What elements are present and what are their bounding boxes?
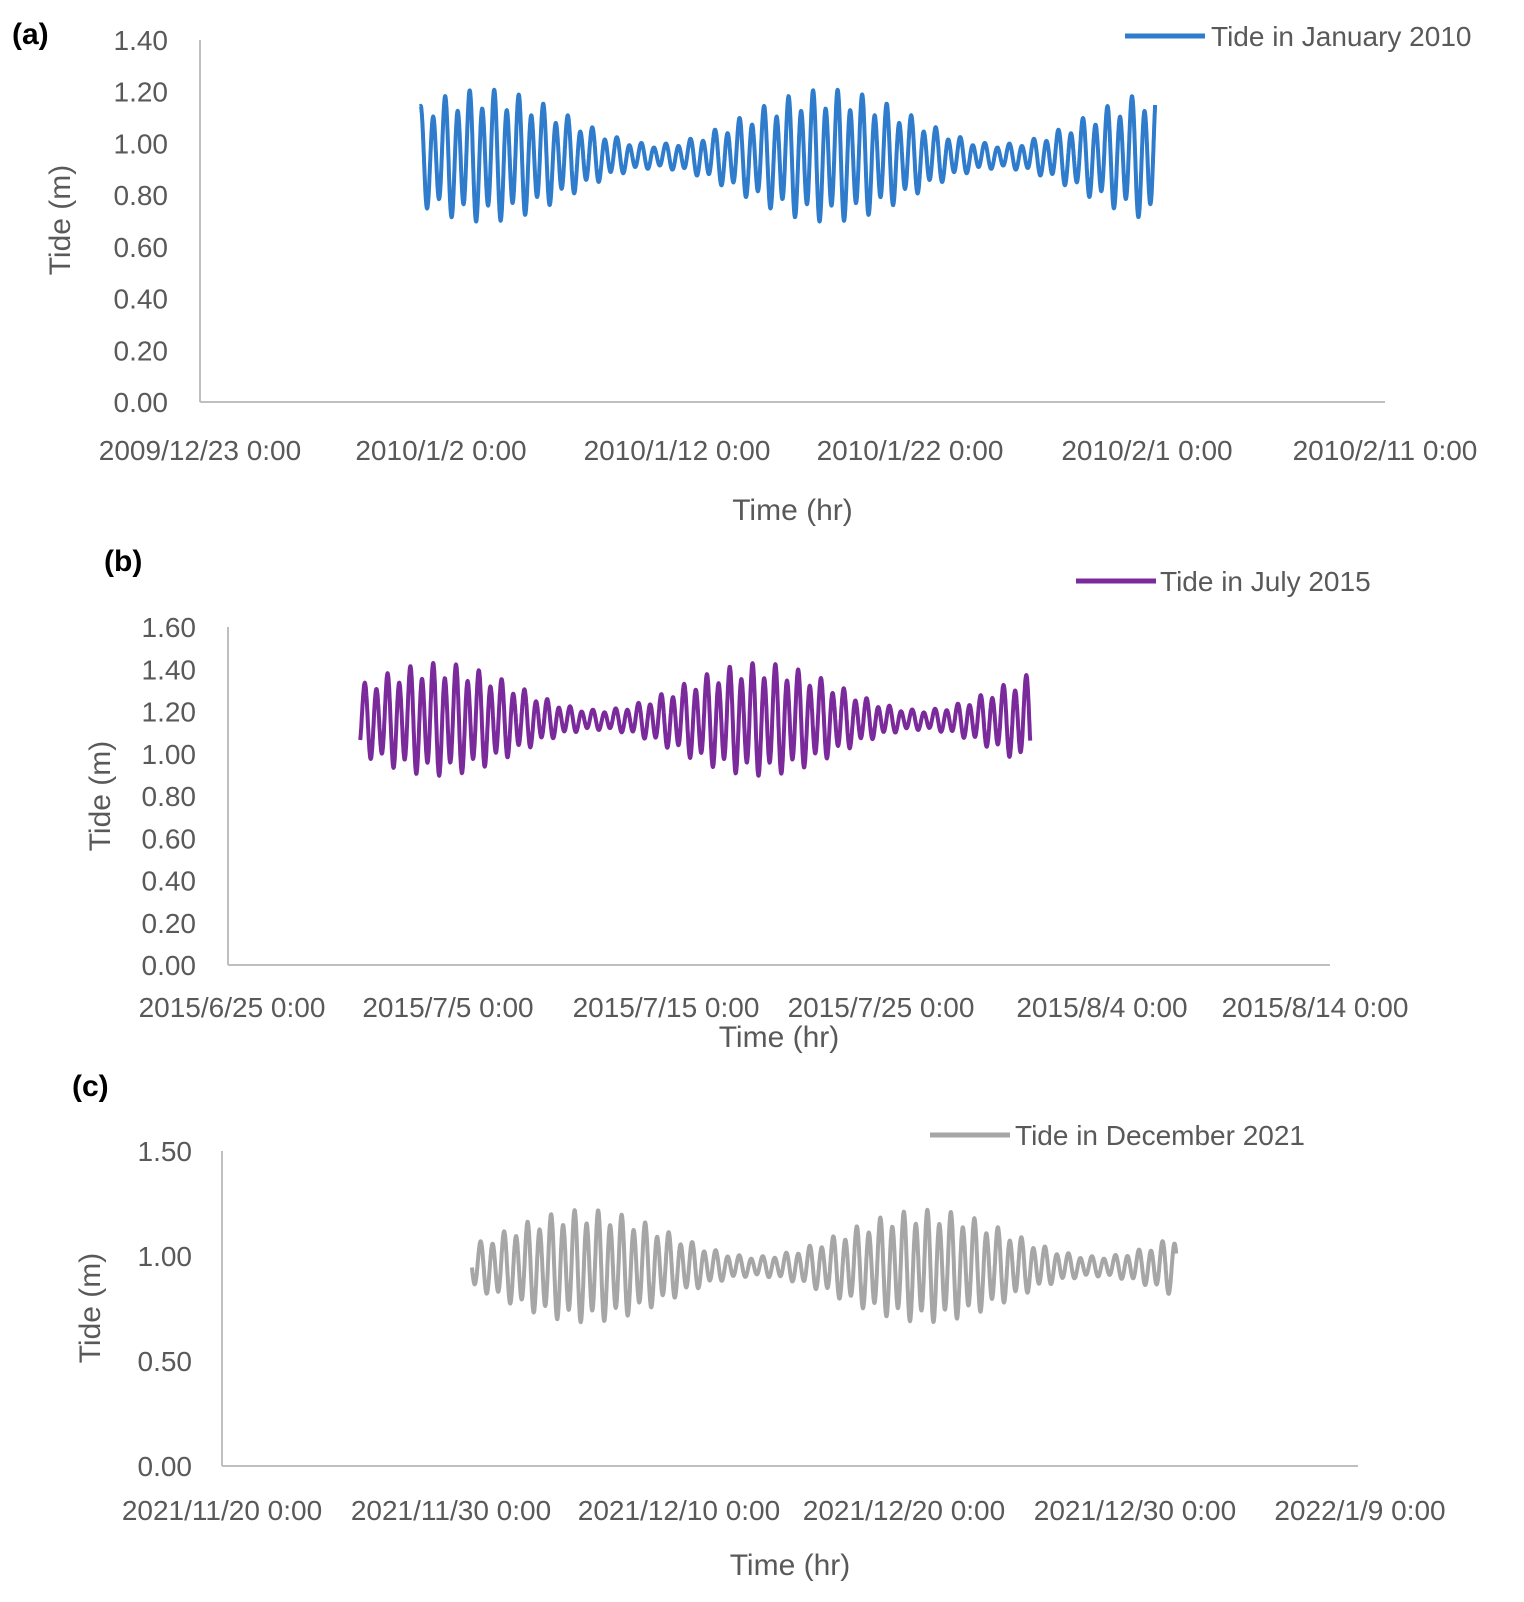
x-axis-title: Time (hr) [730, 1549, 851, 1582]
x-axis-title: Time (hr) [719, 1021, 840, 1054]
y-tick-label: 1.40 [114, 25, 169, 56]
y-tick-label: 0.60 [114, 232, 169, 263]
legend-label: Tide in July 2015 [1160, 566, 1371, 597]
tide-series-line [469, 1207, 1179, 1325]
y-tick-label: 0.80 [142, 781, 197, 812]
x-axis-title: Time (hr) [732, 494, 853, 527]
x-tick-label: 2009/12/23 0:00 [99, 435, 301, 466]
x-tick-label: 2010/1/12 0:00 [584, 435, 771, 466]
y-tick-label: 1.20 [142, 697, 197, 728]
y-tick-label: 0.60 [142, 823, 197, 854]
y-tick-label: 0.20 [114, 335, 169, 366]
x-tick-label: 2015/7/15 0:00 [573, 992, 760, 1023]
y-axis-title: Tide (m) [74, 1253, 107, 1364]
y-tick-label: 1.40 [142, 654, 197, 685]
y-tick-label: 0.20 [142, 908, 197, 939]
y-tick-label: 0.40 [142, 866, 197, 897]
y-tick-label: 1.60 [142, 612, 197, 643]
x-tick-label: 2021/12/30 0:00 [1034, 1495, 1236, 1526]
y-tick-label: 0.50 [138, 1346, 193, 1377]
x-tick-label: 2015/8/14 0:00 [1222, 992, 1409, 1023]
legend-label: Tide in January 2010 [1211, 21, 1471, 52]
panel-b-label: (b) [104, 545, 143, 578]
panel-a-label: (a) [12, 18, 49, 51]
x-tick-label: 2021/12/10 0:00 [578, 1495, 780, 1526]
y-tick-label: 0.80 [114, 180, 169, 211]
x-tick-label: 2015/8/4 0:00 [1016, 992, 1187, 1023]
x-tick-label: 2021/11/20 0:00 [122, 1495, 322, 1526]
panel-c-label: (c) [72, 1070, 109, 1103]
x-tick-label: 2010/2/1 0:00 [1061, 435, 1232, 466]
x-tick-label: 2010/2/11 0:00 [1293, 435, 1478, 466]
legend-label: Tide in December 2021 [1015, 1120, 1305, 1151]
y-tick-label: 0.00 [114, 387, 169, 418]
x-tick-label: 2010/1/2 0:00 [355, 435, 526, 466]
y-tick-label: 1.50 [138, 1136, 193, 1167]
y-tick-label: 1.00 [114, 128, 169, 159]
tide-series-line [418, 87, 1158, 224]
x-tick-label: 2022/1/9 0:00 [1274, 1495, 1445, 1526]
x-tick-label: 2010/1/22 0:00 [817, 435, 1004, 466]
x-tick-label: 2021/12/20 0:00 [803, 1495, 1005, 1526]
y-tick-label: 1.00 [142, 739, 197, 770]
y-tick-label: 0.00 [142, 950, 197, 981]
y-tick-label: 1.00 [138, 1241, 193, 1272]
x-tick-label: 2015/6/25 0:00 [139, 992, 326, 1023]
y-axis-title: Tide (m) [44, 165, 77, 276]
x-tick-label: 2015/7/25 0:00 [788, 992, 975, 1023]
x-tick-label: 2021/11/30 0:00 [351, 1495, 551, 1526]
y-tick-label: 0.00 [138, 1451, 193, 1482]
y-axis-title: Tide (m) [84, 741, 117, 852]
y-tick-label: 0.40 [114, 284, 169, 315]
tide-series-line [358, 661, 1033, 778]
x-tick-label: 2015/7/5 0:00 [362, 992, 533, 1023]
y-tick-label: 1.20 [114, 77, 169, 108]
